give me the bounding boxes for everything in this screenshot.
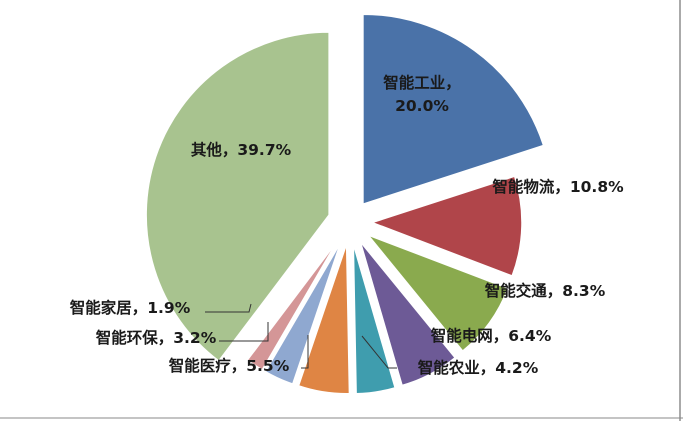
leader-line-8 [205,303,252,313]
pie-slice-6 [297,243,351,395]
leader-line-5 [361,335,397,369]
leader-line-7 [219,322,269,342]
pie-slice-5 [352,243,397,395]
pie-slice-3 [365,233,509,353]
pie-slice-9 [145,31,330,363]
pie-slice-1 [362,13,545,206]
data-label-3: 智能交通，8.3% [485,281,606,300]
data-label-1: 智能工业， 20.0% [383,73,461,115]
pie-slice-7 [264,241,342,386]
data-label-8: 智能家居，1.9% [70,298,191,317]
data-label-5: 智能农业，4.2% [418,358,539,377]
data-label-4: 智能电网，6.4% [431,326,552,345]
pie-slice-4 [359,241,457,387]
pie-slice-2 [369,175,523,277]
data-label-9: 其他，39.7% [191,140,292,159]
pie-slice-8 [246,239,339,371]
data-label-6: 智能医疗，5.5% [169,356,290,375]
leader-line-6 [301,335,309,369]
data-label-7: 智能环保，3.2% [96,328,217,347]
data-label-2: 智能物流，10.8% [492,177,624,196]
